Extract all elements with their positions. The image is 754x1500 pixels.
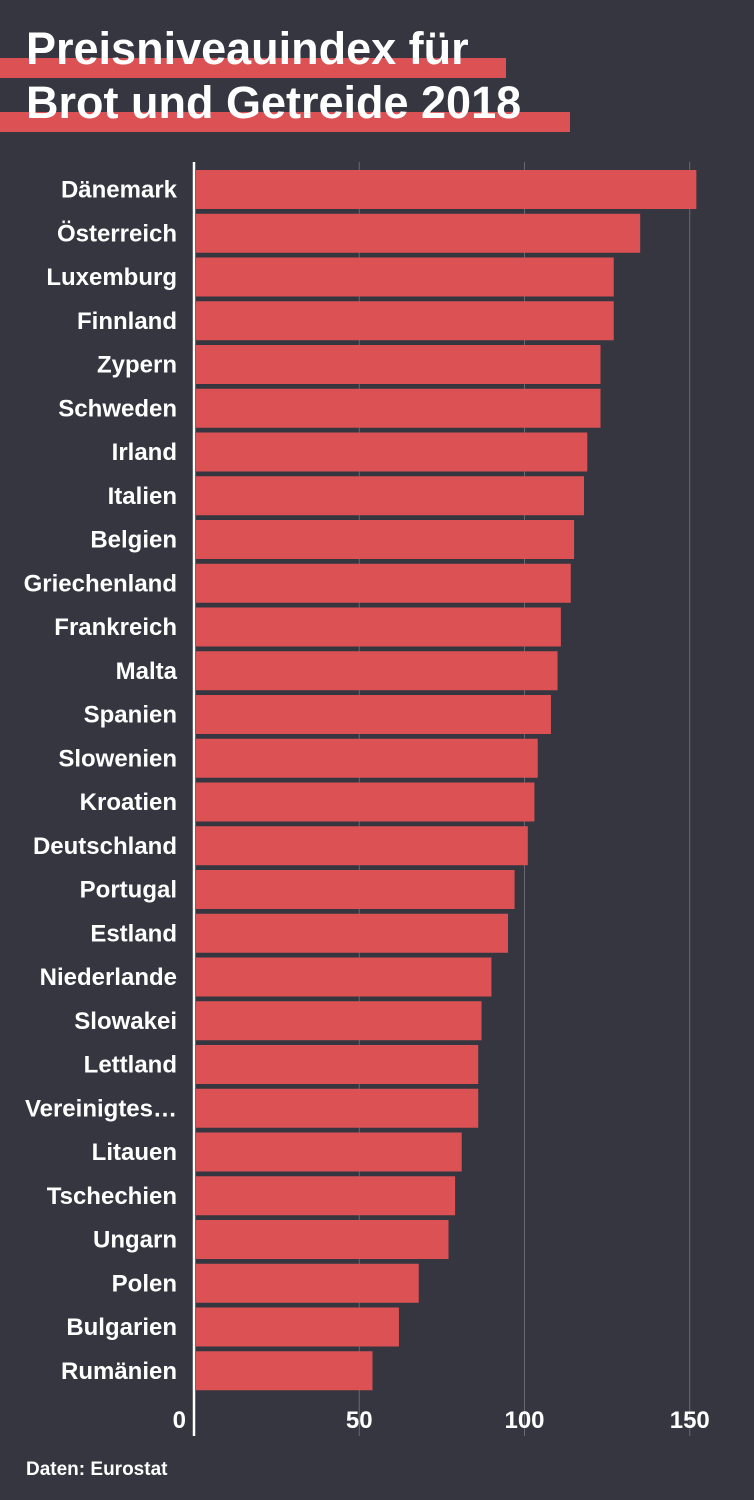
bar-1 — [196, 213, 641, 253]
bar-0 — [196, 170, 697, 209]
category-label: Luxemburg — [46, 264, 177, 291]
category-label: Italien — [108, 483, 177, 510]
category-label: Schweden — [58, 395, 177, 422]
bar-2 — [196, 257, 614, 297]
bar-3 — [196, 301, 614, 341]
category-label: Vereinigtes… — [25, 1095, 177, 1122]
x-tick-label: 0 — [173, 1407, 186, 1434]
category-label: Polen — [112, 1270, 177, 1297]
category-label: Irland — [112, 439, 177, 466]
bar-14 — [196, 782, 535, 822]
bar-17 — [196, 913, 508, 953]
bar-26 — [196, 1307, 399, 1347]
bar-chart: Dänemark Österreich Luxemburg Finnland Zyper… — [24, 162, 710, 1436]
title-line-1: Preisniveauindex für — [0, 22, 521, 78]
bar-22 — [196, 1132, 462, 1172]
category-label: Slowenien — [58, 745, 177, 772]
bar-24 — [196, 1220, 449, 1259]
title-line-2: Brot und Getreide 2018 — [0, 76, 570, 132]
category-label: Malta — [116, 658, 178, 685]
bar-8 — [196, 520, 575, 559]
x-tick-label: 50 — [346, 1407, 373, 1434]
bar-18 — [196, 957, 492, 997]
category-label: Estland — [90, 920, 177, 947]
category-label: Portugal — [80, 877, 177, 904]
category-label: Dänemark — [61, 177, 178, 204]
category-label: Bulgarien — [66, 1314, 177, 1341]
bar-9 — [196, 563, 571, 603]
bar-10 — [196, 607, 561, 647]
category-label: Kroatien — [80, 789, 177, 816]
bar-20 — [196, 1045, 479, 1084]
category-label: Österreich — [57, 220, 177, 247]
x-tick-label: 100 — [504, 1407, 544, 1434]
category-label: Rumänien — [61, 1358, 177, 1385]
bar-4 — [196, 345, 601, 384]
title-highlight-1 — [0, 58, 506, 78]
bar-7 — [196, 476, 584, 516]
category-label: Frankreich — [54, 614, 177, 641]
title-text-2: Brot und Getreide 2018 — [26, 77, 522, 128]
source-note: Daten: Eurostat — [26, 1459, 168, 1480]
category-label: Deutschland — [33, 833, 177, 860]
bar-27 — [196, 1351, 373, 1391]
bar-6 — [196, 432, 588, 472]
category-label: Ungarn — [93, 1227, 177, 1254]
title-text-1: Preisniveauindex für — [26, 23, 469, 74]
category-label: Zypern — [97, 352, 177, 379]
bar-19 — [196, 1001, 482, 1041]
category-label: Niederlande — [40, 964, 177, 991]
x-tick-label: 150 — [670, 1407, 710, 1434]
category-label: Slowakei — [74, 1008, 177, 1035]
category-label: Griechenland — [24, 570, 177, 597]
bar-13 — [196, 738, 538, 778]
category-label: Tschechien — [47, 1183, 177, 1210]
bar-23 — [196, 1176, 456, 1216]
bar-12 — [196, 695, 551, 734]
bar-15 — [196, 826, 528, 866]
bar-11 — [196, 651, 558, 691]
title-highlight-2 — [0, 112, 570, 132]
category-label: Litauen — [92, 1139, 177, 1166]
category-label: Finnland — [77, 308, 177, 335]
category-label: Lettland — [84, 1052, 177, 1079]
chart-title: Preisniveauindex für Brot und Getreide 2… — [0, 22, 570, 132]
bar-16 — [196, 870, 515, 909]
bar-21 — [196, 1088, 479, 1128]
bar-5 — [196, 388, 601, 428]
category-label: Belgien — [90, 527, 177, 554]
bar-25 — [196, 1263, 419, 1303]
category-label: Spanien — [84, 702, 177, 729]
